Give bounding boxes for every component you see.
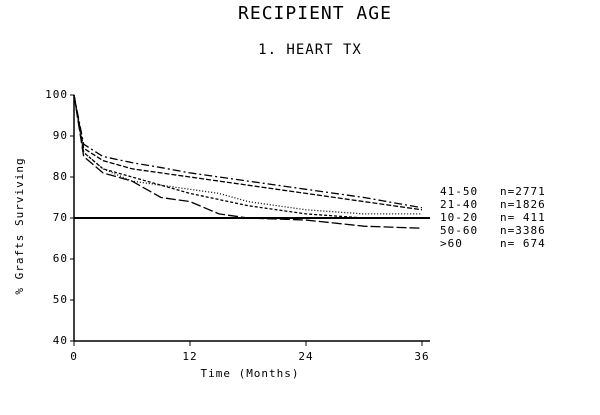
series-line xyxy=(73,94,423,211)
legend-label: 50-60 xyxy=(440,224,478,237)
y-tick-label: 70 xyxy=(53,211,68,224)
legend-count: n=2771 xyxy=(500,185,546,198)
series-line xyxy=(73,94,423,209)
series-line xyxy=(73,94,423,229)
chart-subtitle: 1. HEART TX xyxy=(258,42,362,58)
x-tick-label: 36 xyxy=(414,350,429,363)
x-tick-label: 24 xyxy=(298,350,313,363)
x-axis-label: Time (Months) xyxy=(200,367,299,380)
y-tick-label: 100 xyxy=(45,88,68,101)
legend-label: 41-50 xyxy=(440,185,478,198)
y-tick-label: 90 xyxy=(53,129,68,142)
chart-title: RECIPIENT AGE xyxy=(238,3,392,24)
y-tick-label: 80 xyxy=(53,170,68,183)
y-tick-label: 40 xyxy=(53,334,68,347)
legend-label: 21-40 xyxy=(440,198,478,211)
legend-count: n= 411 xyxy=(500,211,546,224)
y-tick-label: 60 xyxy=(53,252,68,265)
legend-label: >60 xyxy=(440,237,463,250)
x-tick-label: 12 xyxy=(182,350,197,363)
series-line xyxy=(73,94,422,219)
legend-count: n=1826 xyxy=(500,198,546,211)
y-axis-label: % Grafts Surviving xyxy=(13,157,26,294)
legend-count: n=3386 xyxy=(500,224,546,237)
series-line xyxy=(73,94,422,215)
y-tick-label: 50 xyxy=(53,293,68,306)
x-tick-label: 0 xyxy=(70,350,78,363)
legend-label: 10-20 xyxy=(440,211,478,224)
legend-count: n= 674 xyxy=(500,237,546,250)
